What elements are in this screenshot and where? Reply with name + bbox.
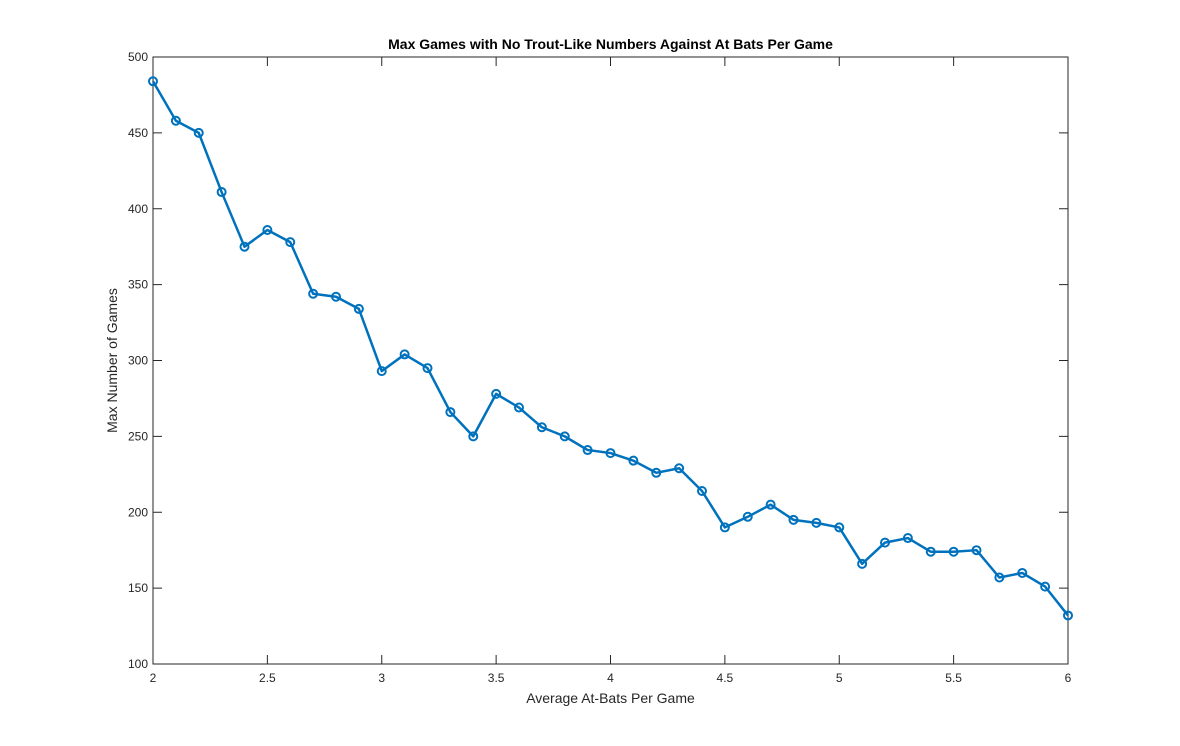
data-point-marker [422, 363, 433, 374]
data-point-marker [651, 467, 662, 478]
data-point-marker [902, 533, 913, 544]
data-point-marker [445, 407, 456, 418]
data-point-marker [857, 558, 868, 569]
data-point-marker [170, 115, 181, 126]
y-tick-label: 450 [128, 126, 148, 140]
plot-area [152, 56, 1069, 665]
data-point-marker [948, 546, 959, 557]
data-point-marker [1017, 567, 1028, 578]
data-point-marker [788, 514, 799, 525]
y-axis-label: Max Number of Games [104, 288, 120, 433]
data-point-marker [605, 448, 616, 459]
x-tick-label: 5 [836, 671, 843, 685]
data-point-marker [216, 187, 227, 198]
data-point-marker [880, 537, 890, 548]
data-point-marker [491, 388, 502, 399]
data-point-marker [285, 237, 296, 248]
x-tick-label: 6 [1065, 671, 1072, 685]
data-point-marker [719, 522, 730, 533]
y-tick-label: 150 [128, 581, 148, 595]
data-point-marker [582, 445, 593, 456]
series-line [151, 80, 1069, 617]
x-axis-label: Average At-Bats Per Game [526, 690, 695, 706]
data-point-marker [628, 455, 639, 466]
x-tick-label: 3 [378, 671, 385, 685]
y-tick-label: 300 [128, 354, 148, 368]
chart-title: Max Games with No Trout-Like Numbers Aga… [388, 36, 833, 52]
data-point-marker [994, 572, 1005, 583]
y-tick-label: 100 [128, 657, 148, 671]
data-point-marker [353, 303, 364, 314]
data-point-marker [1040, 581, 1051, 592]
x-tick-label: 3.5 [488, 671, 505, 685]
data-point-marker [148, 76, 158, 87]
data-point-marker [239, 241, 250, 252]
data-point-marker [331, 291, 341, 302]
y-tick-label: 200 [128, 505, 148, 519]
data-point-marker [376, 366, 387, 377]
data-point-marker [308, 288, 319, 299]
data-point-marker [514, 402, 524, 413]
data-point-marker [834, 522, 845, 533]
data-point-marker [399, 349, 410, 360]
data-point-marker [536, 422, 547, 433]
data-point-marker [742, 511, 753, 522]
data-point-marker [559, 431, 570, 442]
data-point-marker [765, 499, 776, 510]
y-tick-label: 250 [128, 429, 148, 443]
y-tick-label: 400 [128, 202, 148, 216]
data-point-marker [971, 545, 982, 556]
x-tick-label: 4.5 [717, 671, 734, 685]
data-point-marker [262, 224, 273, 235]
data-series [148, 76, 1073, 621]
x-tick-label: 2.5 [259, 671, 276, 685]
y-tick-label: 350 [128, 278, 148, 292]
data-point-marker [674, 463, 685, 474]
data-point-marker [925, 546, 936, 557]
x-tick-label: 4 [607, 671, 614, 685]
data-point-marker [811, 517, 822, 528]
x-tick-label: 5.5 [945, 671, 962, 685]
data-point-marker [1063, 610, 1073, 621]
data-point-marker [697, 486, 707, 497]
y-tick-label: 500 [128, 50, 148, 64]
x-tick-label: 2 [150, 671, 157, 685]
data-point-marker [193, 127, 204, 138]
axis-ticks: 2 2.5 3 3.5 4 4.5 5 5.5 6 100 150 200 250 300 350 400 45… [128, 50, 1072, 685]
data-point-marker [468, 431, 479, 442]
